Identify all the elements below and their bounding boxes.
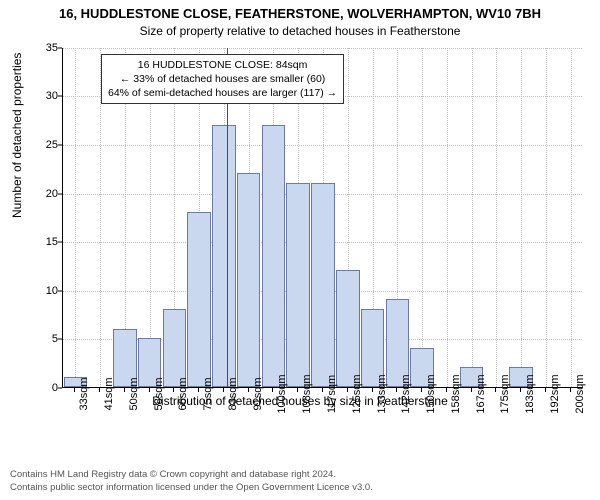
x-tick-label: 183sqm: [524, 374, 536, 413]
y-tick-label: 25: [36, 139, 58, 151]
x-tick-mark: [396, 388, 397, 392]
x-tick-mark: [173, 388, 174, 392]
gridline-v: [447, 48, 448, 387]
x-tick-mark: [471, 388, 472, 392]
y-axis-label: Number of detached properties: [10, 52, 24, 217]
callout-line-1: 16 HUDDLESTONE CLOSE: 84sqm: [108, 58, 337, 72]
callout-line-2: ← 33% of detached houses are smaller (60…: [108, 72, 337, 86]
y-tick-label: 30: [36, 90, 58, 102]
x-tick-mark: [347, 388, 348, 392]
y-tick-label: 15: [36, 236, 58, 248]
callout-line-3: 64% of semi-detached houses are larger (…: [108, 86, 337, 100]
x-tick-mark: [421, 388, 422, 392]
y-tick-mark: [58, 193, 62, 194]
x-tick-label: 175sqm: [499, 374, 511, 413]
x-tick-mark: [74, 388, 75, 392]
y-tick-mark: [58, 290, 62, 291]
x-tick-label: 100sqm: [276, 374, 288, 413]
x-tick-label: 108sqm: [301, 374, 313, 413]
page-title: 16, HUDDLESTONE CLOSE, FEATHERSTONE, WOL…: [0, 0, 600, 23]
x-tick-label: 125sqm: [351, 374, 363, 413]
footer-attribution: Contains HM Land Registry data © Crown c…: [10, 469, 373, 494]
gridline-v: [571, 48, 572, 387]
gridline-v: [422, 48, 423, 387]
x-tick-label: 200sqm: [574, 374, 586, 413]
x-tick-label: 91sqm: [252, 377, 264, 410]
histogram-bar: [286, 183, 310, 387]
x-tick-mark: [272, 388, 273, 392]
y-tick-mark: [58, 242, 62, 243]
x-tick-label: 58sqm: [153, 377, 165, 410]
gridline-v: [496, 48, 497, 387]
histogram-bar: [187, 212, 211, 387]
gridline-v: [546, 48, 547, 387]
gridline-v: [472, 48, 473, 387]
y-tick-mark: [58, 145, 62, 146]
gridline-v: [75, 48, 76, 387]
callout-box: 16 HUDDLESTONE CLOSE: 84sqm← 33% of deta…: [101, 54, 344, 105]
x-tick-mark: [520, 388, 521, 392]
x-tick-mark: [248, 388, 249, 392]
x-tick-mark: [322, 388, 323, 392]
x-tick-mark: [372, 388, 373, 392]
x-tick-label: 192sqm: [549, 374, 561, 413]
x-tick-label: 75sqm: [202, 377, 214, 410]
y-tick-mark: [58, 339, 62, 340]
plot-area: 16 HUDDLESTONE CLOSE: 84sqm← 33% of deta…: [62, 48, 582, 388]
x-tick-mark: [99, 388, 100, 392]
x-tick-mark: [570, 388, 571, 392]
x-tick-mark: [545, 388, 546, 392]
y-tick-mark: [58, 387, 62, 388]
x-tick-mark: [446, 388, 447, 392]
y-tick-label: 10: [36, 285, 58, 297]
x-tick-label: 41sqm: [103, 377, 115, 410]
x-tick-label: 83sqm: [227, 377, 239, 410]
x-tick-mark: [198, 388, 199, 392]
x-tick-mark: [223, 388, 224, 392]
y-tick-mark: [58, 96, 62, 97]
x-tick-label: 150sqm: [425, 374, 437, 413]
histogram-bar: [237, 173, 261, 387]
page-subtitle: Size of property relative to detached ho…: [0, 23, 600, 40]
chart-container: Number of detached properties 16 HUDDLES…: [0, 40, 600, 440]
y-tick-label: 5: [36, 333, 58, 345]
x-tick-label: 133sqm: [376, 374, 388, 413]
y-tick-mark: [58, 47, 62, 48]
x-tick-mark: [124, 388, 125, 392]
x-tick-label: 33sqm: [78, 377, 90, 410]
histogram-bar: [262, 125, 286, 387]
x-tick-label: 142sqm: [400, 374, 412, 413]
x-tick-mark: [297, 388, 298, 392]
footer-line-2: Contains public sector information licen…: [10, 482, 373, 494]
footer-line-1: Contains HM Land Registry data © Crown c…: [10, 469, 373, 481]
y-tick-label: 20: [36, 188, 58, 200]
x-tick-label: 50sqm: [128, 377, 140, 410]
x-tick-label: 117sqm: [326, 375, 338, 413]
x-tick-label: 167sqm: [475, 374, 487, 413]
x-tick-label: 66sqm: [177, 377, 189, 410]
x-tick-label: 158sqm: [450, 374, 462, 413]
histogram-bar: [212, 125, 236, 387]
y-tick-label: 0: [36, 382, 58, 394]
y-tick-label: 35: [36, 42, 58, 54]
histogram-bar: [163, 309, 187, 387]
x-tick-mark: [149, 388, 150, 392]
x-tick-mark: [495, 388, 496, 392]
histogram-bar: [336, 270, 360, 387]
gridline-v: [521, 48, 522, 387]
histogram-bar: [311, 183, 335, 387]
